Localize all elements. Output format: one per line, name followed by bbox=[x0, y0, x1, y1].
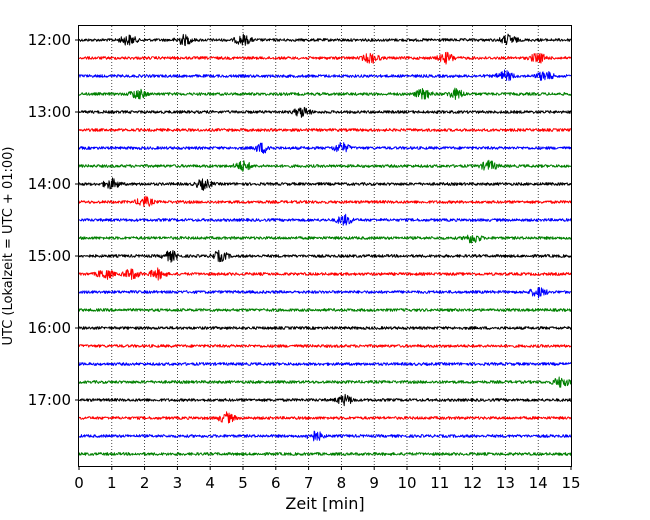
trace-line bbox=[78, 128, 572, 132]
trace-line bbox=[78, 430, 572, 442]
seismic-traces bbox=[78, 33, 572, 456]
trace-line bbox=[78, 308, 572, 312]
trace-line bbox=[78, 106, 572, 118]
x-tick-label: 6 bbox=[271, 474, 281, 492]
trace-line bbox=[78, 267, 572, 281]
x-tick-label: 14 bbox=[529, 474, 548, 492]
y-axis-label: UTC (Lokalzeit = UTC + 01:00) bbox=[1, 147, 16, 346]
trace-line bbox=[78, 452, 572, 456]
x-tick-label: 15 bbox=[561, 474, 580, 492]
y-tick-label: 15:00 bbox=[28, 247, 71, 265]
x-axis-label: Zeit [min] bbox=[285, 494, 364, 513]
x-tick-label: 4 bbox=[205, 474, 215, 492]
trace-line bbox=[78, 344, 572, 348]
trace-line bbox=[78, 69, 572, 82]
x-tick-label: 5 bbox=[238, 474, 248, 492]
y-tick-label: 13:00 bbox=[28, 103, 71, 121]
x-grid bbox=[111, 26, 539, 466]
x-tick-label: 10 bbox=[397, 474, 416, 492]
x-tick-label: 8 bbox=[337, 474, 347, 492]
x-tick-label: 12 bbox=[463, 474, 482, 492]
y-tick-label: 17:00 bbox=[28, 391, 71, 409]
trace-line bbox=[78, 195, 572, 208]
x-tick-label: 13 bbox=[496, 474, 515, 492]
y-tick-label: 14:00 bbox=[28, 175, 71, 193]
trace-line bbox=[78, 362, 572, 366]
y-tick-label: 16:00 bbox=[28, 319, 71, 337]
x-tick-label: 0 bbox=[74, 474, 84, 492]
x-tick-label: 11 bbox=[430, 474, 449, 492]
trace-line bbox=[78, 87, 572, 100]
trace-line bbox=[78, 141, 572, 154]
x-tick-label: 1 bbox=[107, 474, 117, 492]
x-tick-label: 3 bbox=[173, 474, 183, 492]
x-axis: 0 1 2 3 4 5 6 7 8 9 10 11 12 13 14 15 bbox=[74, 466, 581, 492]
trace-line bbox=[78, 177, 572, 191]
y-tick-label: 12:00 bbox=[28, 31, 71, 49]
trace-line bbox=[78, 51, 572, 65]
x-tick-label: 9 bbox=[369, 474, 379, 492]
trace-line bbox=[78, 159, 572, 172]
x-tick-label: 7 bbox=[304, 474, 314, 492]
x-tick-label: 2 bbox=[140, 474, 150, 492]
y-axis: 12:00 13:00 14:00 15:00 16:00 17:00 bbox=[28, 31, 79, 409]
trace-line bbox=[78, 326, 572, 330]
trace-line bbox=[78, 234, 572, 244]
trace-line bbox=[78, 393, 572, 407]
trace-line bbox=[78, 213, 572, 226]
trace-line bbox=[78, 249, 572, 263]
trace-line bbox=[78, 411, 572, 424]
trace-line bbox=[78, 33, 572, 47]
plot-frame bbox=[78, 25, 572, 467]
trace-line bbox=[78, 287, 572, 299]
trace-line bbox=[78, 376, 572, 388]
